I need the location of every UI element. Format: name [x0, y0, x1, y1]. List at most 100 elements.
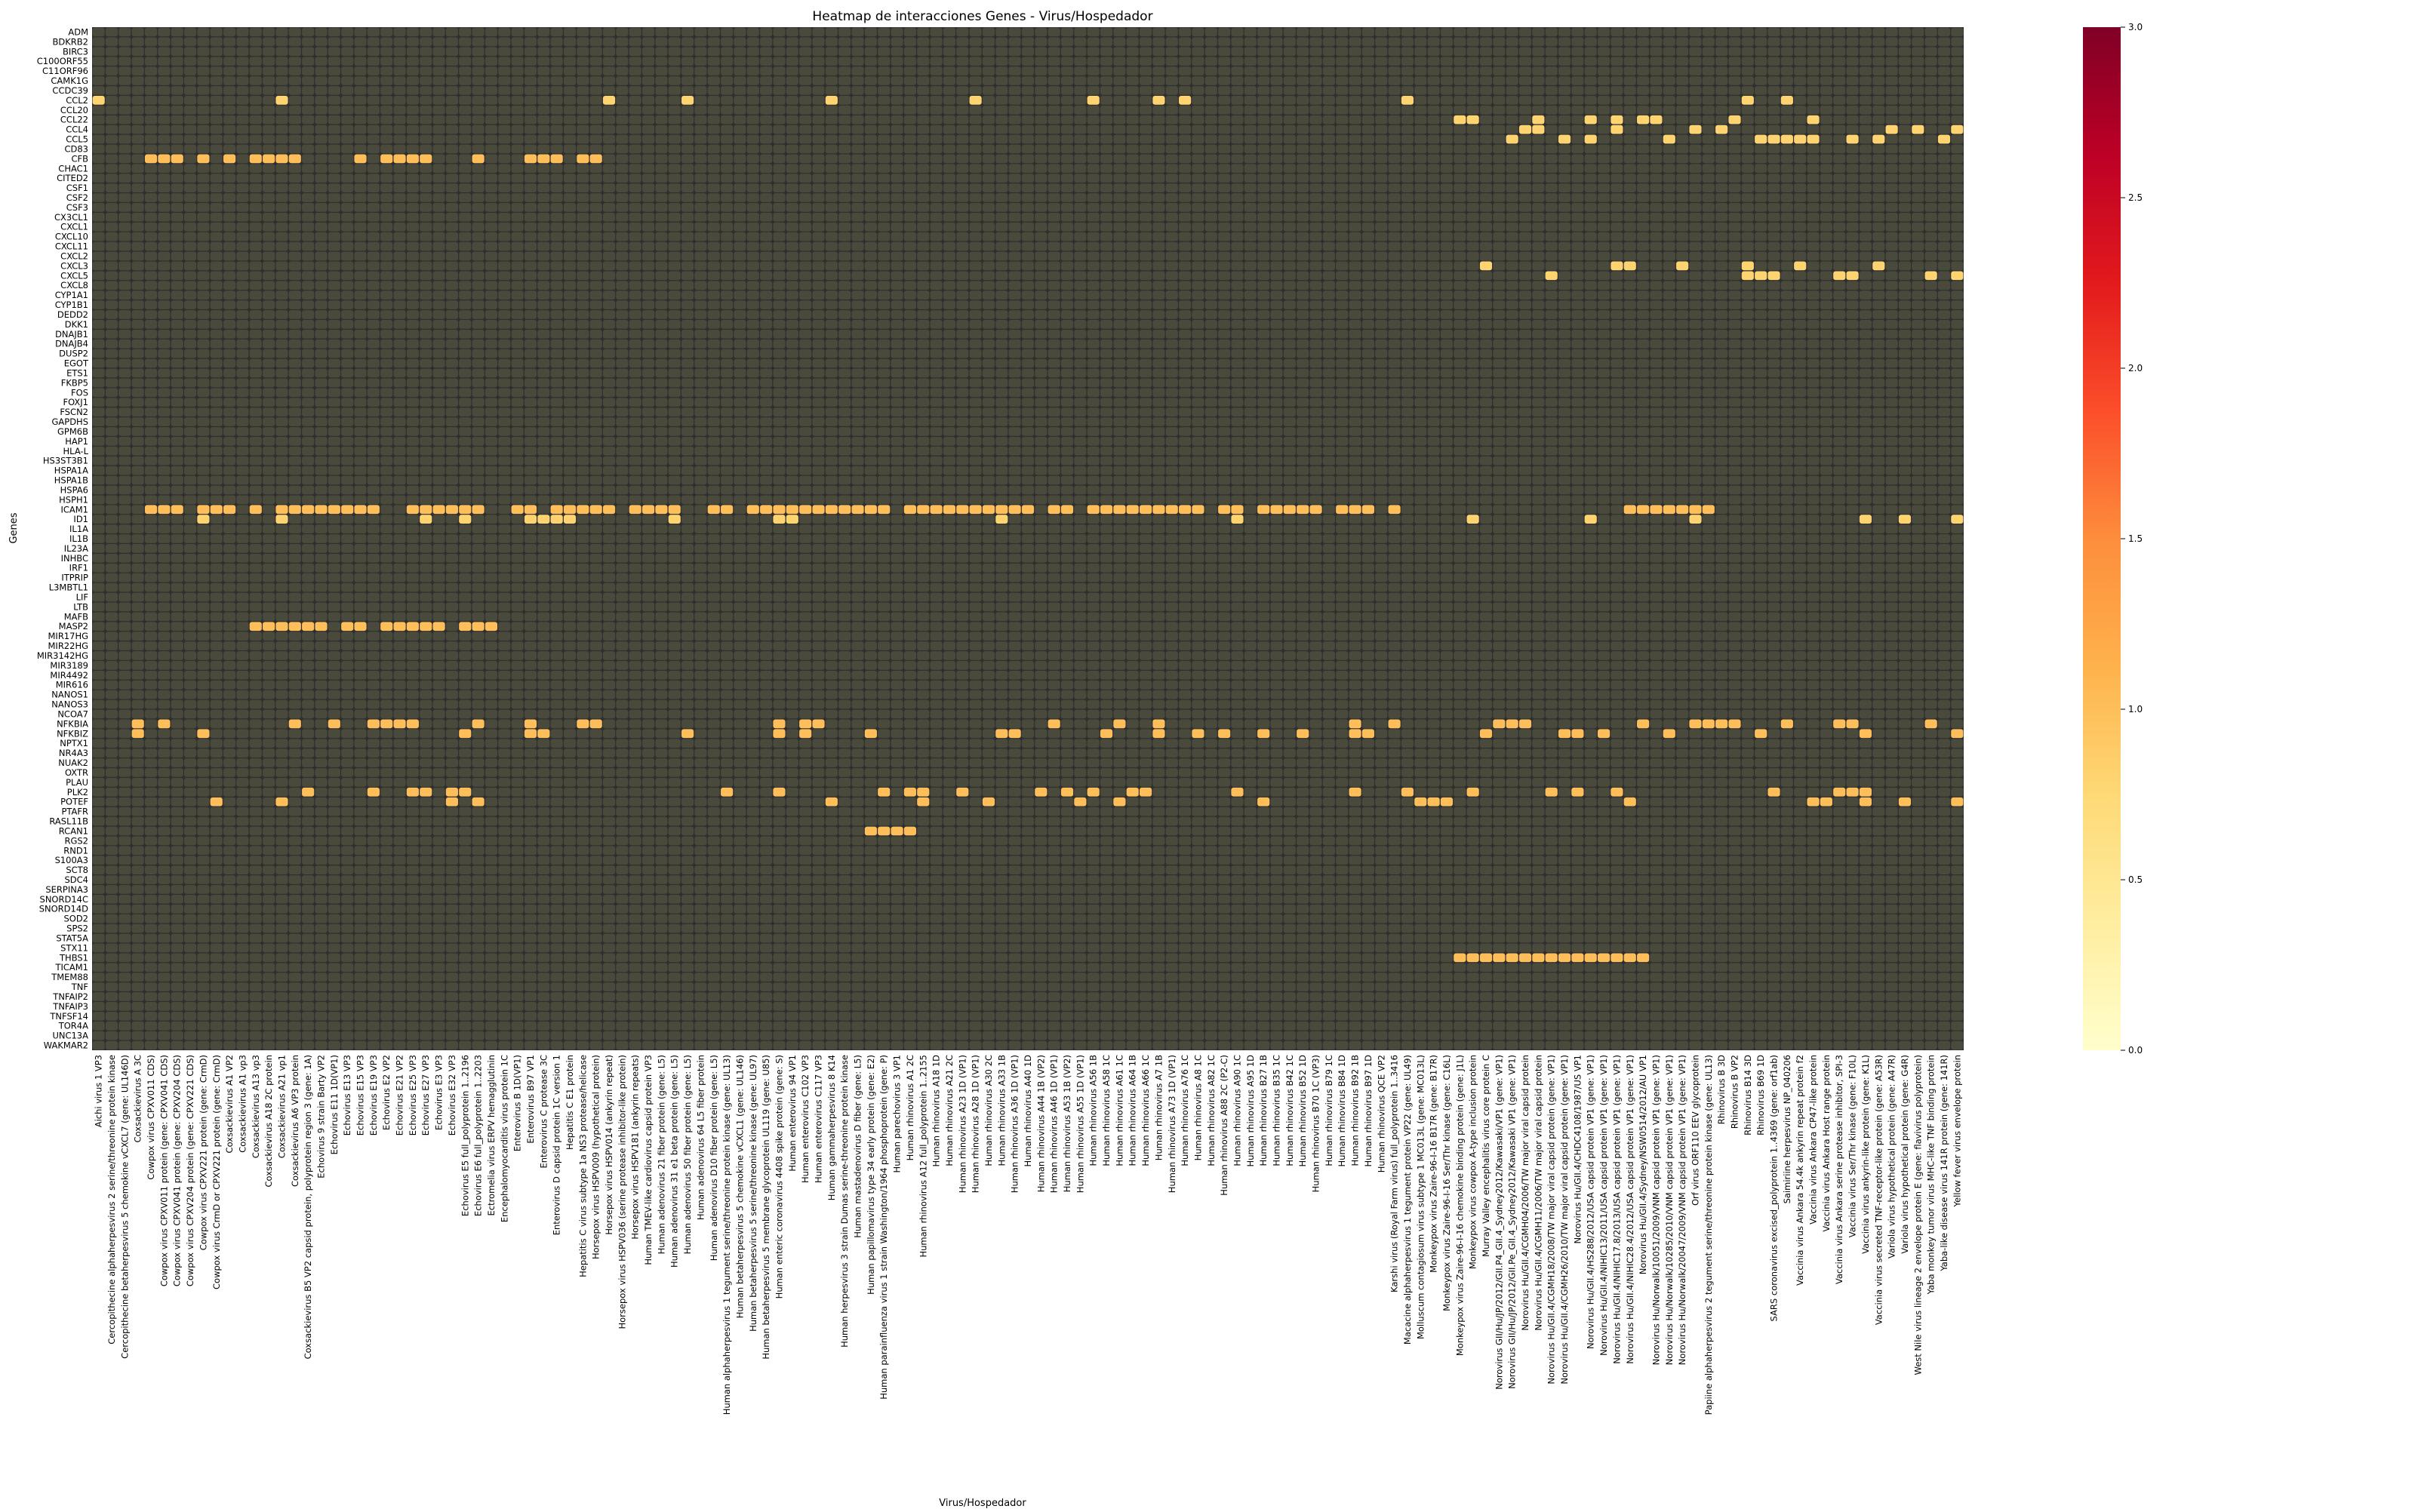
- heatmap-cell: [1807, 203, 1820, 212]
- heatmap-cell: [641, 76, 655, 85]
- heatmap-cell: [472, 37, 485, 47]
- heatmap-cell: [760, 105, 773, 115]
- heatmap-cell: [1309, 57, 1322, 66]
- heatmap-cell: [184, 310, 197, 319]
- heatmap-cell: [1309, 124, 1322, 134]
- heatmap-cell: [1755, 212, 1767, 222]
- heatmap-cell: [641, 300, 655, 309]
- heatmap-cell: [445, 339, 458, 349]
- heatmap-cell: [184, 232, 197, 241]
- heatmap-cell: [275, 320, 288, 329]
- heatmap-cell: [1375, 105, 1388, 115]
- heatmap-cell: [1767, 193, 1780, 202]
- heatmap-cell: [1427, 124, 1440, 134]
- heatmap-cell: [1297, 358, 1309, 368]
- heatmap-cell: [1283, 76, 1296, 85]
- heatmap-cell: [1074, 96, 1087, 105]
- heatmap-cell: [721, 271, 734, 281]
- heatmap-cell: [367, 339, 380, 349]
- heatmap-cell: [498, 183, 511, 192]
- heatmap-cell: [406, 193, 419, 202]
- heatmap-cell: [1598, 212, 1611, 222]
- heatmap-cell: [903, 154, 916, 164]
- heatmap-cell: [1532, 349, 1545, 358]
- heatmap-cell: [1100, 261, 1113, 271]
- heatmap-cell: [602, 261, 616, 271]
- heatmap-cell: [302, 76, 315, 85]
- heatmap-cell: [694, 241, 707, 251]
- heatmap-cell: [1100, 115, 1113, 124]
- heatmap-cell: [878, 76, 891, 85]
- heatmap-cell: [1322, 203, 1335, 212]
- heatmap-cell: [1297, 174, 1309, 183]
- heatmap-cell: [655, 47, 668, 57]
- heatmap-cell: [367, 124, 380, 134]
- heatmap-cell: [380, 212, 393, 222]
- heatmap-cell: [734, 164, 746, 174]
- heatmap-cell: [1623, 47, 1636, 57]
- heatmap-cell: [1126, 57, 1139, 66]
- heatmap-cell: [1611, 310, 1623, 319]
- heatmap-cell: [1152, 174, 1165, 183]
- heatmap-cell: [1479, 57, 1493, 66]
- heatmap-cell: [1558, 290, 1571, 300]
- heatmap-cell: [118, 310, 131, 319]
- heatmap-cell: [341, 37, 354, 47]
- heatmap-cell: [118, 183, 131, 192]
- heatmap-cell: [903, 203, 916, 212]
- heatmap-cell: [1270, 281, 1283, 290]
- heatmap-cell: [1388, 193, 1401, 202]
- heatmap-cell: [1794, 300, 1807, 309]
- heatmap-cell: [878, 134, 891, 144]
- heatmap-cell: [288, 232, 301, 241]
- heatmap-cell: [1479, 329, 1493, 339]
- heatmap-cell: [1361, 232, 1374, 241]
- heatmap-cell: [812, 144, 825, 154]
- heatmap-cell: [1755, 144, 1767, 154]
- heatmap-cell: [721, 66, 734, 75]
- heatmap-cell: [1283, 105, 1296, 115]
- heatmap-cell: [1728, 320, 1741, 329]
- heatmap-cell: [1780, 47, 1793, 57]
- heatmap-cell: [655, 37, 668, 47]
- heatmap-cell: [1218, 193, 1231, 202]
- heatmap-cell: [275, 174, 288, 183]
- heatmap-cell: [943, 222, 956, 232]
- heatmap-cell: [1518, 339, 1532, 349]
- heatmap-cell: [851, 76, 864, 85]
- heatmap-cell: [1820, 193, 1832, 202]
- heatmap-cell: [616, 329, 629, 339]
- heatmap-cell: [1440, 154, 1454, 164]
- heatmap-cell: [707, 66, 720, 75]
- heatmap-cell: [550, 271, 563, 281]
- heatmap-cell: [406, 349, 419, 358]
- heatmap-cell: [1715, 271, 1728, 281]
- heatmap-cell: [1244, 193, 1257, 202]
- heatmap-cell: [773, 300, 786, 309]
- heatmap-cell: [799, 271, 812, 281]
- heatmap-cell: [812, 66, 825, 75]
- heatmap-cell: [328, 310, 340, 319]
- heatmap-cell: [1518, 349, 1532, 358]
- heatmap-cell: [812, 222, 825, 232]
- heatmap-cell: [1401, 281, 1414, 290]
- heatmap-cell: [641, 174, 655, 183]
- heatmap-cell: [288, 212, 301, 222]
- heatmap-cell: [302, 310, 315, 319]
- heatmap-cell: [1388, 115, 1401, 124]
- heatmap-cell: [655, 154, 668, 164]
- heatmap-cell: [1715, 222, 1728, 232]
- heatmap-cell: [171, 222, 183, 232]
- heatmap-cell: [1598, 193, 1611, 202]
- heatmap-cell: [393, 124, 406, 134]
- heatmap-cell: [734, 47, 746, 57]
- heatmap-cell: [144, 281, 158, 290]
- heatmap-cell: [1361, 290, 1374, 300]
- heatmap-cell: [969, 203, 982, 212]
- heatmap-cell: [616, 47, 629, 57]
- heatmap-cell: [616, 37, 629, 47]
- heatmap-cell: [878, 349, 891, 358]
- heatmap-cell: [393, 164, 406, 174]
- heatmap-cell: [524, 232, 537, 241]
- heatmap-cell: [1611, 66, 1623, 75]
